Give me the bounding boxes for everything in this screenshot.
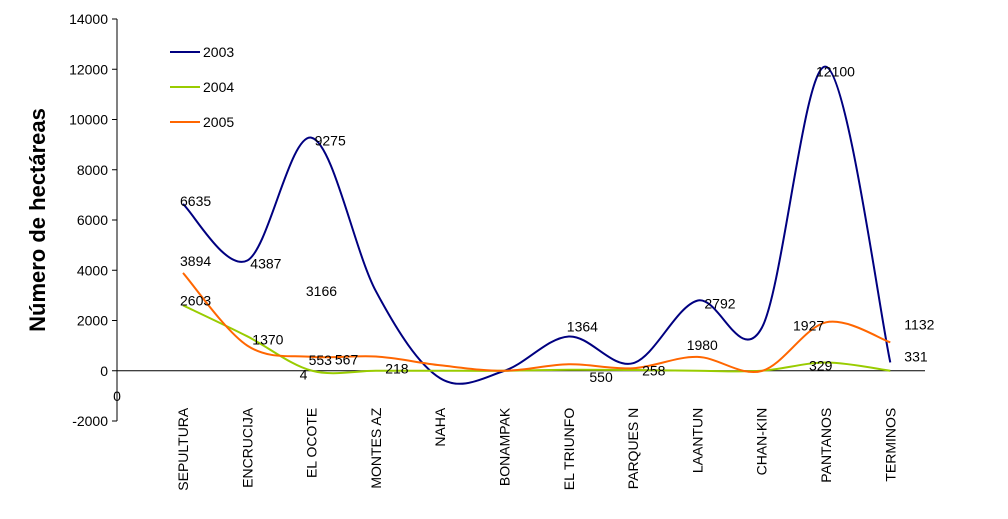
x-category-label: EL OCOTE <box>304 408 320 478</box>
y-tick-label: 2000 <box>77 313 108 329</box>
legend-label-2005: 2005 <box>203 114 234 130</box>
data-label: 258 <box>642 362 666 378</box>
x-category-label: MONTES AZ <box>368 407 384 488</box>
y-tick-label: 10000 <box>69 112 108 128</box>
data-label: 2603 <box>180 292 211 308</box>
origin-label: 0 <box>113 388 121 404</box>
y-tick-label: 8000 <box>77 162 108 178</box>
x-category-label: NAHA <box>432 407 448 447</box>
series-line-2005 <box>182 272 891 374</box>
data-label: 550 <box>589 369 613 385</box>
data-label: 567 <box>335 352 359 368</box>
legend-label-2003: 2003 <box>203 44 234 60</box>
data-label: 1980 <box>687 337 718 353</box>
data-label: 12100 <box>816 64 855 80</box>
data-label: 1364 <box>567 318 598 334</box>
legend-label-2004: 2004 <box>203 79 234 95</box>
data-label: 9275 <box>315 133 346 149</box>
data-label: 3894 <box>180 253 211 269</box>
y-tick-label: -2000 <box>72 413 108 429</box>
x-category-label: ENCRUCIJA <box>239 407 255 488</box>
x-category-label: PARQUES N <box>625 408 641 489</box>
data-label: 4387 <box>250 256 281 272</box>
y-tick-label: 0 <box>100 363 108 379</box>
data-label: 2792 <box>704 296 735 312</box>
data-label: 553 <box>309 352 333 368</box>
x-category-label: PANTANOS <box>818 408 834 483</box>
x-category-label: EL TRIUNFO <box>561 408 577 491</box>
y-axis-title: Número de hectáreas <box>25 108 50 332</box>
data-label: 329 <box>809 357 833 373</box>
y-tick-label: 12000 <box>69 61 108 77</box>
x-category-label: LAANTUN <box>689 408 705 473</box>
data-label: 6635 <box>180 193 211 209</box>
data-label: 3166 <box>306 283 337 299</box>
data-label: 1927 <box>793 317 824 333</box>
x-category-label: CHAN-KIN <box>754 408 770 476</box>
y-tick-label: 4000 <box>77 262 108 278</box>
x-category-label: BONAMPAK <box>497 407 513 486</box>
data-label: 1370 <box>252 331 283 347</box>
y-tick-label: 6000 <box>77 212 108 228</box>
series-line-2003 <box>182 65 892 385</box>
data-label: 331 <box>904 348 928 364</box>
data-label: 1132 <box>904 316 934 332</box>
x-category-label: SEPULTURA <box>175 407 191 491</box>
data-label: 218 <box>385 360 409 376</box>
data-label: 4 <box>300 367 308 383</box>
series-line-2004 <box>182 304 891 375</box>
x-category-label: TERMINOS <box>882 408 898 482</box>
y-tick-label: 14000 <box>69 11 108 27</box>
